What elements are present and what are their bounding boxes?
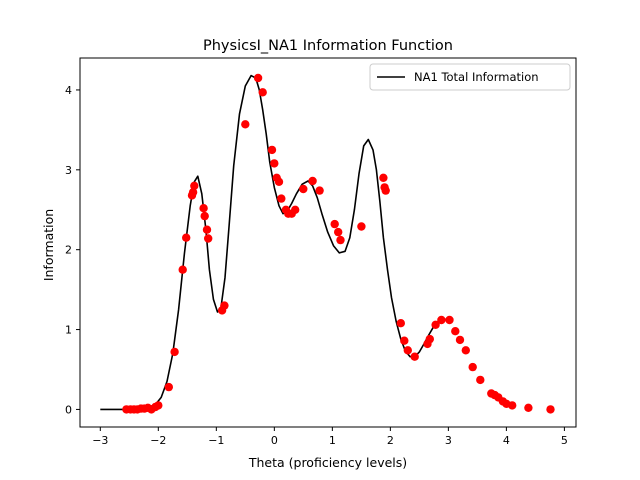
scatter-point (220, 301, 229, 310)
scatter-point (445, 315, 454, 325)
scatter-point (425, 334, 434, 344)
legend-label: NA1 Total Information (414, 70, 539, 84)
scatter-point (379, 173, 388, 182)
scatter-point (381, 186, 390, 195)
chart-title: PhysicsI_NA1 Information Function (203, 38, 453, 54)
x-tick-label: 2 (387, 434, 394, 447)
x-axis-label: Theta (proficiency levels) (248, 455, 407, 470)
scatter-point (274, 177, 284, 186)
scatter-point (524, 403, 533, 412)
scatter-point (437, 315, 446, 325)
y-tick-label: 2 (65, 244, 72, 257)
scatter-point (315, 186, 324, 195)
scatter-point (299, 184, 308, 194)
scatter-point (190, 181, 199, 190)
y-tick-label: 0 (65, 403, 72, 416)
scatter-point (476, 375, 485, 385)
series-line (100, 74, 450, 411)
scatter-point (202, 225, 212, 234)
scatter-point (164, 382, 173, 392)
scatter-point (336, 235, 345, 245)
scatter-point (396, 319, 405, 328)
scatter-point (330, 219, 339, 229)
x-tick-label: 0 (271, 434, 278, 447)
scatter-point (253, 73, 263, 83)
scatter-point (241, 120, 250, 129)
scatter-point (270, 159, 279, 168)
scatter-point (291, 205, 300, 214)
y-axis: 0 1 2 3 4 (65, 84, 80, 416)
plot-frame (79, 57, 577, 428)
scatter-point (400, 336, 409, 345)
scatter-point (267, 145, 277, 155)
scatter-point (431, 320, 440, 329)
y-tick-label: 4 (65, 84, 72, 97)
scatter-point (308, 176, 317, 186)
legend-box (369, 63, 571, 91)
scatter-point (204, 234, 213, 243)
scatter-point (178, 265, 187, 274)
scatter-point (154, 401, 163, 410)
scatter-point (258, 88, 267, 97)
x-tick-label: −3 (92, 434, 108, 447)
scatter-point (468, 362, 477, 372)
scatter-point (403, 346, 412, 355)
scatter-point (182, 233, 191, 242)
scatter-point (334, 227, 343, 237)
x-tick-label: 3 (445, 434, 452, 447)
scatter-point (461, 346, 470, 355)
scatter-point (410, 352, 419, 361)
scatter-point (508, 401, 517, 410)
scatter-point (357, 222, 366, 231)
y-tick-label: 1 (65, 324, 72, 337)
scatter-point (188, 188, 198, 197)
scatter-point (277, 194, 286, 203)
x-tick-label: 4 (503, 434, 510, 447)
legend: NA1 Total Information (369, 63, 571, 91)
y-tick-label: 3 (65, 164, 72, 177)
scatter-point (199, 204, 208, 213)
x-tick-label: −1 (208, 434, 224, 447)
x-axis: −3 −2 −1 0 1 2 3 4 5 (92, 427, 568, 447)
x-tick-label: 1 (329, 434, 336, 447)
scatter-point (170, 347, 179, 357)
plot-area (79, 57, 577, 428)
scatter-point (455, 335, 465, 345)
x-tick-label: 5 (561, 434, 568, 447)
y-axis-label: Information (41, 209, 56, 281)
x-tick-label: −2 (150, 434, 166, 447)
scatter-point (546, 405, 555, 414)
scatter-point (451, 327, 460, 336)
scatter-point (200, 211, 209, 221)
